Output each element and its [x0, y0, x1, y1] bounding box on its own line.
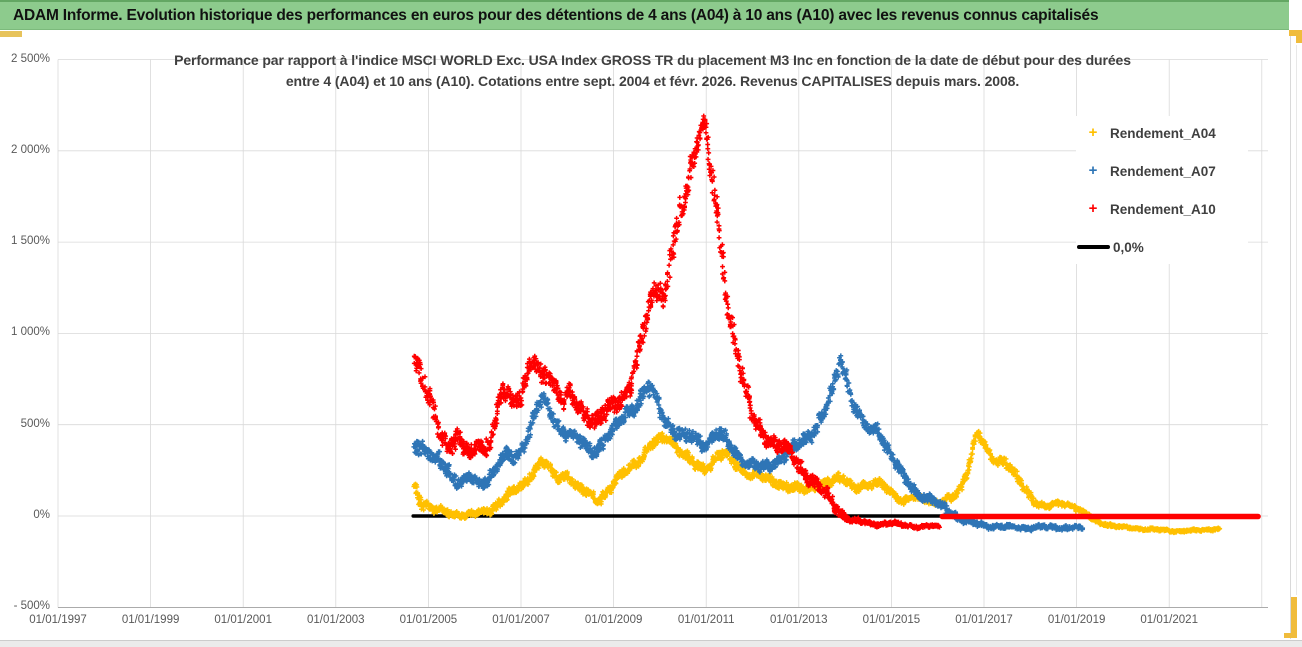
x-tick-label: 01/01/2017	[955, 614, 1013, 626]
plus-marker-icon: +	[1088, 162, 1098, 179]
chart-title-line2: entre 4 (A04) et 10 ans (A10). Cotations…	[285, 72, 1020, 89]
line-swatch-icon	[1077, 245, 1110, 249]
x-tick-label: 01/01/2005	[399, 614, 458, 626]
x-tick-label: 01/01/1997	[29, 614, 87, 626]
x-tick-label: 01/01/1999	[121, 614, 180, 626]
chart-title-line1: Performance par rapport à l'indice MSCI …	[174, 52, 1131, 68]
range-border-accent	[0, 31, 22, 37]
y-tick-label: 2 500%	[10, 52, 50, 65]
legend-label: Rendement_A07	[1110, 163, 1216, 179]
range-border-accent	[1289, 30, 1302, 36]
x-tick-label: 01/01/2011	[677, 614, 735, 626]
y-tick-label: 1 500%	[10, 235, 50, 248]
range-border-accent	[1284, 633, 1297, 638]
y-tick-label: 2 000%	[10, 143, 50, 156]
x-tick-label: 01/01/2001	[214, 614, 272, 626]
legend-item-a07[interactable]: + Rendement_A07	[1076, 160, 1248, 182]
y-tick-label: 500%	[20, 417, 50, 430]
chart-legend: + Rendement_A04 + Rendement_A07 + Rendem…	[1076, 116, 1248, 264]
plus-marker-icon: +	[1088, 200, 1098, 217]
legend-item-a04[interactable]: + Rendement_A04	[1076, 122, 1248, 144]
y-tick-label: - 500%	[13, 600, 50, 613]
legend-item-zero[interactable]: 0,0%	[1076, 236, 1248, 258]
x-tick-label: 01/01/2003	[307, 614, 365, 626]
y-tick-label: 1 000%	[10, 326, 50, 339]
page-title: ADAM Informe. Evolution historique des p…	[13, 6, 1099, 24]
legend-label: 0,0%	[1113, 239, 1144, 255]
sheet-bottom-strip	[0, 640, 1302, 647]
range-border-accent	[1296, 30, 1302, 43]
plus-marker-icon: +	[1088, 124, 1098, 141]
range-border-accent	[1291, 597, 1297, 638]
legend-label: Rendement_A04	[1110, 125, 1216, 141]
x-tick-label: 01/01/2007	[492, 614, 550, 626]
chart-title: Performance par rapport à l'indice MSCI …	[60, 50, 1245, 91]
x-tick-label: 01/01/2021	[1140, 614, 1198, 626]
y-tick-label: 0%	[33, 509, 50, 521]
x-tick-label: 01/01/2013	[770, 614, 828, 626]
x-tick-label: 01/01/2015	[862, 614, 921, 626]
x-tick-label: 01/01/2019	[1047, 614, 1106, 626]
legend-item-a10[interactable]: + Rendement_A10	[1076, 198, 1248, 220]
title-bar: ADAM Informe. Evolution historique des p…	[0, 0, 1289, 30]
legend-label: Rendement_A10	[1110, 201, 1216, 217]
x-tick-label: 01/01/2009	[584, 614, 643, 626]
